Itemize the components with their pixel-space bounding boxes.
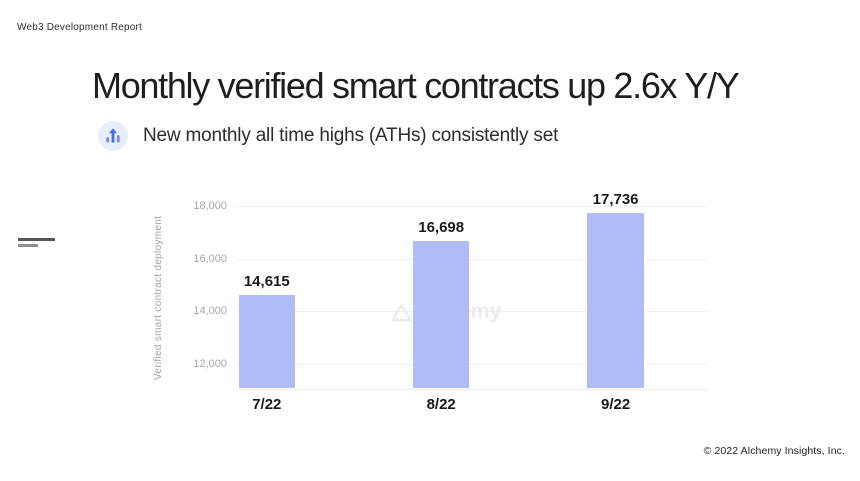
page-title: Monthly verified smart contracts up 2.6x… xyxy=(92,65,740,106)
gridline xyxy=(237,258,708,260)
bar-value-label: 16,698 xyxy=(418,218,465,236)
menu-line xyxy=(18,238,55,241)
menu-icon[interactable] xyxy=(18,237,56,248)
y-axis-title: Verified smart contract deployment xyxy=(153,215,164,380)
copyright: © 2022 Alchemy Insights, Inc. xyxy=(703,445,845,457)
x-axis-label: 8/22 xyxy=(426,395,456,413)
x-axis-label: 9/22 xyxy=(600,395,631,413)
x-axis-label: 7/22 xyxy=(252,395,282,413)
gridline xyxy=(237,311,708,313)
alchemy-logo-icon xyxy=(391,303,412,321)
bar-value-label: 17,736 xyxy=(592,191,639,209)
bar xyxy=(238,295,296,389)
y-tick-label: 12,000 xyxy=(193,357,227,370)
bar-value-label: 14,615 xyxy=(243,273,290,291)
x-axis-line xyxy=(237,388,708,390)
bar-chart-up-icon xyxy=(98,121,128,151)
y-tick-label: 16,000 xyxy=(193,252,227,265)
subtitle: New monthly all time highs (ATHs) consis… xyxy=(143,125,559,146)
bar xyxy=(412,240,470,389)
gridline xyxy=(237,206,708,208)
menu-line xyxy=(18,243,38,247)
y-tick-label: 14,000 xyxy=(193,305,227,318)
bar xyxy=(587,213,644,389)
gridline xyxy=(237,363,708,365)
report-label: Web3 Development Report xyxy=(17,22,143,33)
y-tick-label: 18,000 xyxy=(193,200,227,213)
